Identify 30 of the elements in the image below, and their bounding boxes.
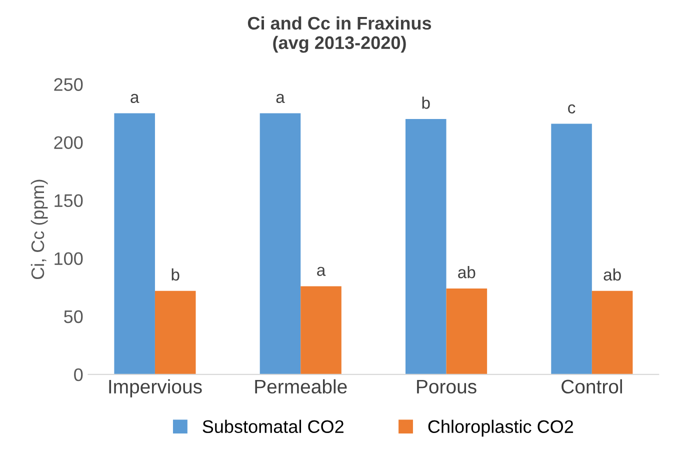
data-label: a	[276, 94, 285, 104]
x-tick-label: Permeable	[255, 379, 347, 394]
y-tick-label: 100	[54, 252, 83, 266]
bar	[114, 113, 155, 374]
bar	[446, 288, 488, 374]
y-tick-label: 250	[54, 78, 83, 91]
bar	[300, 286, 342, 374]
data-label: b	[422, 96, 430, 109]
bar	[154, 290, 196, 374]
data-label: c	[568, 104, 576, 114]
legend-label: Substomatal CO2	[202, 420, 344, 434]
y-tick-label: 0	[74, 368, 83, 382]
bar	[551, 124, 592, 374]
legend-label: Chloroplastic CO2	[428, 420, 574, 437]
x-tick-label: Porous	[417, 380, 476, 394]
bar	[405, 119, 446, 374]
data-label: ab	[458, 266, 476, 278]
y-axis-title: Ci, Cc (ppm)	[30, 180, 48, 280]
y-tick-label: 150	[54, 194, 83, 208]
x-tick-label: Control	[562, 379, 622, 394]
bar	[592, 290, 633, 374]
y-tick-label: 50	[64, 310, 83, 324]
data-label: b	[172, 268, 180, 281]
chart-title: Ci and Cc in Fraxinus (avg 2013-2020)	[248, 16, 432, 53]
data-label: ab	[604, 268, 621, 281]
data-label: a	[130, 94, 140, 104]
y-tick-label: 200	[54, 136, 83, 149]
data-label: a	[317, 266, 326, 276]
x-tick-label: Impervious	[109, 379, 202, 398]
bar	[260, 113, 301, 374]
